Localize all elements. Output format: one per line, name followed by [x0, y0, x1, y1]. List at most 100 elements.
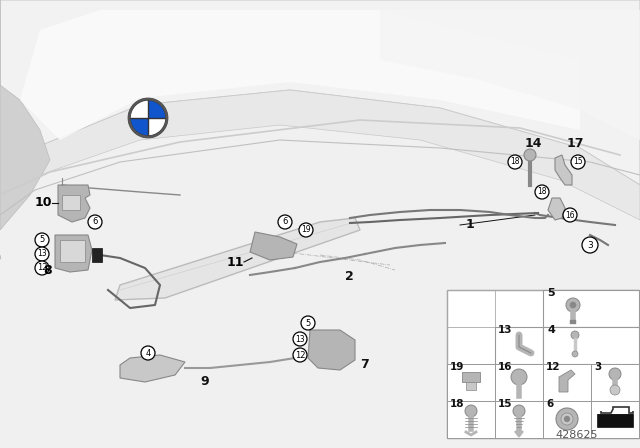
Text: 7: 7: [360, 358, 369, 371]
Bar: [462, 372, 480, 382]
Text: 19: 19: [450, 362, 465, 372]
Circle shape: [293, 332, 307, 346]
Text: 14: 14: [525, 137, 543, 150]
Polygon shape: [0, 0, 640, 185]
Circle shape: [511, 369, 527, 385]
Text: 3: 3: [587, 241, 593, 250]
Text: 4: 4: [547, 325, 555, 335]
Circle shape: [301, 316, 315, 330]
Circle shape: [465, 405, 477, 417]
Text: 13: 13: [295, 335, 305, 344]
Bar: [543, 327, 639, 364]
Bar: [543, 290, 639, 327]
Text: 13: 13: [498, 325, 513, 335]
Bar: [447, 364, 495, 401]
Polygon shape: [20, 10, 580, 140]
Text: 6: 6: [92, 217, 98, 227]
Text: 5: 5: [305, 319, 310, 327]
Bar: [495, 364, 543, 401]
Circle shape: [508, 155, 522, 169]
Bar: [447, 401, 495, 438]
Circle shape: [524, 149, 536, 161]
Circle shape: [299, 223, 313, 237]
Text: 16: 16: [498, 362, 513, 372]
Circle shape: [572, 351, 578, 357]
Polygon shape: [55, 235, 92, 272]
Circle shape: [561, 413, 573, 425]
Text: 2: 2: [345, 270, 354, 283]
Circle shape: [88, 215, 102, 229]
Text: 13: 13: [37, 250, 47, 258]
Bar: [591, 401, 639, 438]
Wedge shape: [130, 118, 148, 136]
Text: 15: 15: [573, 158, 583, 167]
Circle shape: [609, 368, 621, 380]
Bar: [62, 195, 80, 210]
Text: 5: 5: [547, 288, 555, 298]
Text: 12: 12: [36, 263, 47, 272]
Circle shape: [278, 215, 292, 229]
Circle shape: [571, 331, 579, 339]
Text: 18: 18: [510, 158, 520, 167]
Text: 15: 15: [498, 399, 513, 409]
Text: 428625: 428625: [556, 430, 598, 440]
Circle shape: [535, 185, 549, 199]
Text: 11: 11: [227, 255, 244, 268]
Text: 19: 19: [301, 225, 311, 234]
Text: 17: 17: [567, 137, 584, 150]
Polygon shape: [0, 90, 640, 220]
Text: 6: 6: [282, 217, 288, 227]
Polygon shape: [559, 370, 575, 392]
Text: 12: 12: [295, 350, 305, 359]
Bar: [543, 401, 591, 438]
Polygon shape: [58, 185, 90, 222]
Polygon shape: [597, 413, 633, 427]
Circle shape: [582, 237, 598, 253]
Polygon shape: [555, 155, 572, 185]
Polygon shape: [548, 198, 565, 220]
Circle shape: [564, 416, 570, 422]
Circle shape: [35, 261, 49, 275]
Text: 6: 6: [546, 399, 553, 409]
Circle shape: [141, 346, 155, 360]
Text: 16: 16: [565, 211, 575, 220]
Text: 4: 4: [145, 349, 150, 358]
Bar: [543, 364, 591, 401]
Bar: [495, 401, 543, 438]
Bar: [466, 382, 476, 390]
Text: 8: 8: [44, 263, 52, 276]
Polygon shape: [0, 0, 50, 230]
Polygon shape: [250, 232, 297, 260]
Polygon shape: [308, 330, 355, 370]
Circle shape: [35, 247, 49, 261]
Polygon shape: [120, 355, 185, 382]
Circle shape: [293, 348, 307, 362]
Bar: [495, 327, 543, 364]
Wedge shape: [148, 118, 166, 136]
Circle shape: [610, 385, 620, 395]
Circle shape: [513, 405, 525, 417]
Bar: [92, 248, 102, 262]
Bar: [570, 320, 576, 324]
Text: 5: 5: [40, 236, 45, 245]
Circle shape: [556, 408, 578, 430]
Text: 18: 18: [537, 188, 547, 197]
Circle shape: [570, 302, 576, 308]
Text: 3: 3: [594, 362, 601, 372]
Bar: [447, 290, 639, 438]
Polygon shape: [115, 218, 360, 300]
Text: 10: 10: [35, 197, 52, 210]
Text: 9: 9: [201, 375, 209, 388]
Wedge shape: [148, 100, 166, 118]
Text: 18: 18: [450, 399, 465, 409]
Circle shape: [35, 233, 49, 247]
Circle shape: [129, 99, 167, 137]
Text: 12: 12: [546, 362, 561, 372]
Bar: [60, 240, 85, 262]
Circle shape: [566, 298, 580, 312]
Circle shape: [128, 98, 168, 138]
Text: 1: 1: [466, 218, 474, 231]
Wedge shape: [130, 100, 148, 118]
Polygon shape: [380, 10, 640, 140]
Bar: [591, 364, 639, 401]
